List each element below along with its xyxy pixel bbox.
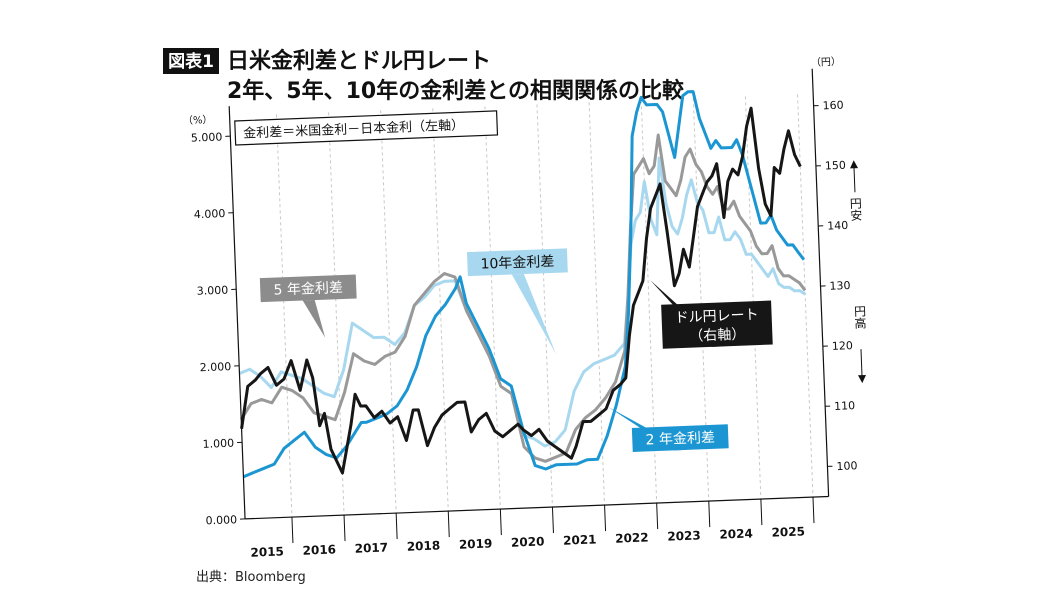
right-tick-label: 130: [829, 279, 850, 293]
note-box: [234, 110, 499, 146]
gridline-year: [380, 110, 397, 514]
left-tick-label: 3.000: [197, 284, 229, 298]
plot-area: 0.000 1.000 2.000 3.000 4.000 5.000 （%） 100 110 1…: [183, 56, 867, 560]
gridline-year: [484, 106, 501, 510]
gridline-year: [797, 94, 814, 498]
right-tick-label: 110: [834, 399, 855, 413]
series-line-y2: [242, 90, 806, 479]
x-tick-label: 2016: [302, 542, 336, 557]
gridline-year: [328, 112, 345, 516]
x-tick: [499, 509, 502, 536]
gridline-year: [275, 114, 293, 518]
left-tick-label: 5.000: [191, 130, 223, 144]
x-tick: [708, 501, 711, 528]
x-tick: [604, 505, 607, 532]
x-tick-label: 2023: [667, 528, 701, 543]
x-tick-label: 2020: [511, 534, 545, 549]
arrow-up-icon: [850, 160, 859, 169]
series-line-y10: [238, 156, 807, 448]
title-block: 図表1 日米金利差とドル円レート 2年、5年、10年の金利差との相関関係の比較: [163, 48, 685, 104]
gridline-year: [744, 96, 762, 500]
x-tick: [395, 513, 398, 540]
figure-badge: 図表1: [168, 51, 214, 72]
label-10y-pointer: [511, 274, 556, 354]
yen-strong-label: 円高: [852, 305, 867, 330]
left-axis-line: [228, 106, 246, 519]
right-tick-label: 140: [827, 219, 848, 233]
yen-weak-label: 円安: [848, 197, 863, 222]
right-axis-unit: （円）: [811, 56, 841, 69]
right-tick-label: 100: [836, 459, 857, 473]
gridline-year: [536, 104, 553, 508]
gridline-year: [640, 100, 658, 504]
figure-badge-box: [163, 48, 219, 74]
label-10y-box: [466, 248, 568, 277]
left-tick-label: 0.000: [205, 513, 237, 527]
x-tick-label: 2024: [719, 526, 753, 541]
chart-title: 日米金利差とドル円レート: [227, 48, 491, 74]
series-line-fx: [240, 106, 802, 475]
label-5y-text: 5 年金利差: [273, 280, 343, 299]
label-fx-text2: （右軸）: [689, 327, 746, 345]
x-tick: [291, 517, 294, 544]
label-fx-text: ドル円レート: [674, 307, 759, 326]
label-2y-text: 2 年金利差: [645, 430, 715, 449]
left-tick-label: 4.000: [194, 207, 226, 221]
left-axis-unit: （%）: [183, 114, 213, 127]
x-tick: [812, 497, 815, 524]
x-axis-line: [245, 495, 829, 520]
right-axis-line: [811, 68, 830, 497]
series-line-y5: [239, 133, 807, 463]
x-tick-label: 2021: [563, 532, 597, 547]
label-5y-box: [259, 274, 357, 303]
series-layer: [238, 90, 807, 479]
x-tick-label: 2015: [250, 544, 284, 559]
x-tick: [656, 503, 659, 530]
right-tick-label: 160: [822, 99, 843, 113]
label-5y-pointer: [302, 300, 326, 338]
x-tick-label: 2018: [407, 538, 441, 553]
x-tick-label: 2017: [354, 540, 388, 555]
x-tick: [343, 515, 346, 542]
left-tick-label: 2.000: [199, 360, 231, 374]
label-10y-text: 10年金利差: [480, 254, 554, 273]
chart-subtitle: 2年、5年、10年の金利差との相関関係の比較: [227, 78, 685, 104]
arrow-down-icon: [857, 374, 866, 384]
source-note: 出典：Bloomberg: [196, 570, 306, 585]
x-tick-label: 2022: [615, 530, 649, 545]
label-2y-box: [631, 424, 729, 452]
label-fx-box: [661, 300, 773, 349]
x-tick: [760, 499, 763, 526]
left-tick-label: 1.000: [202, 437, 234, 451]
x-tick: [551, 507, 554, 534]
axes: 0.000 1.000 2.000 3.000 4.000 5.000 （%） 100 110 1…: [183, 56, 867, 560]
gridline-year: [432, 108, 449, 512]
x-tick-label: 2025: [771, 524, 805, 539]
right-tick-label: 120: [832, 339, 853, 353]
right-tick-label: 150: [825, 159, 846, 173]
annotations: 金利差＝米国金利－日本金利（左軸）5 年金利差10年金利差ドル円レート（右軸）2…: [234, 110, 773, 452]
x-tick: [447, 511, 450, 538]
x-tick-label: 2019: [459, 536, 493, 551]
gridline-year: [588, 102, 606, 506]
